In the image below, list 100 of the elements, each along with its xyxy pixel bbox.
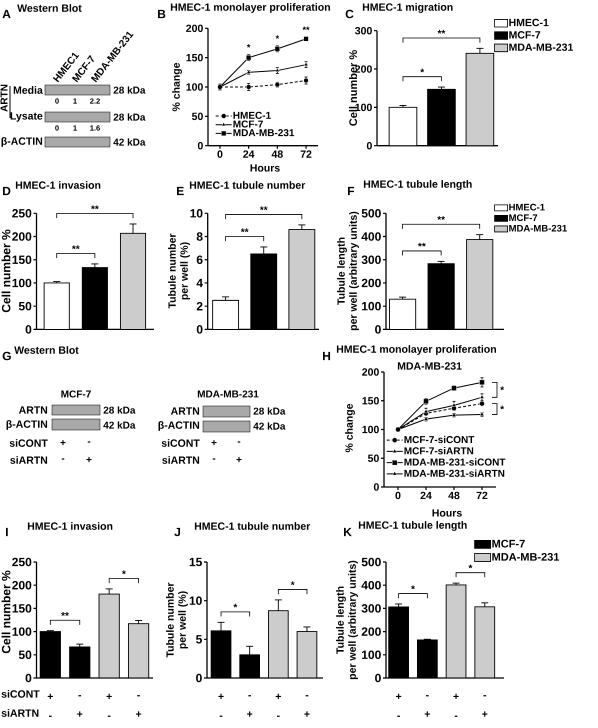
text: 28 kDa <box>114 86 146 94</box>
y-tick-label: 500 <box>362 558 381 566</box>
y-tick-label: 100 <box>12 627 32 636</box>
category-label: - + <box>424 695 430 717</box>
text: A <box>2 10 11 18</box>
y-tick-label: 8 <box>196 232 203 241</box>
legend-label: MCF-7 <box>509 214 538 222</box>
category-label: + - <box>396 694 402 717</box>
point <box>303 36 309 42</box>
y-tick-label: 50 <box>18 302 32 310</box>
y-axis-title: Cell number % <box>2 570 10 654</box>
y-tick-label: 400 <box>361 232 381 241</box>
text: B <box>158 10 166 18</box>
text: β-ACTIN <box>2 137 42 147</box>
text: 28 kDa <box>254 407 286 415</box>
x-tick-label: 0 <box>217 150 222 158</box>
y-tick-label: 150 <box>12 255 32 264</box>
text: - <box>212 458 216 460</box>
chart-title: HMEC-1 tubule number <box>190 181 306 189</box>
text: - <box>88 441 90 443</box>
annotation: * <box>276 35 280 39</box>
y-tick-label: 6 <box>196 255 203 264</box>
chart-title: HMEC-1 migration <box>362 3 453 13</box>
text: I <box>6 528 8 536</box>
y-tick-label: 200 <box>362 368 379 376</box>
text: - <box>238 441 240 443</box>
text: Western Blot <box>14 346 79 354</box>
text: β-ACTIN <box>158 421 200 431</box>
text: MCF-7 <box>61 390 91 398</box>
y-axis-title: Tubule length per well (arbitrary units) <box>336 560 358 680</box>
annotation: ** <box>61 612 69 616</box>
y-tick-label: 50 <box>192 112 203 120</box>
annotation: * <box>233 604 238 608</box>
chart-title: HMEC-1 tubule length <box>364 180 472 190</box>
text: H <box>323 352 330 360</box>
y-axis-title: Tubule number per well (%) <box>168 234 190 308</box>
y-tick-label: 250 <box>12 209 32 218</box>
y-tick-label: 200 <box>362 278 381 288</box>
x-axis-title: Hours <box>250 164 280 172</box>
y-tick-label: 0 <box>374 483 379 491</box>
x-axis-title: siCONT siARTN <box>2 690 40 717</box>
y-tick-label: 100 <box>362 302 381 310</box>
annotation: ** <box>438 30 446 34</box>
text: ARTN <box>18 406 48 414</box>
x-tick-label: 72 <box>300 150 312 158</box>
category-label: - + <box>304 695 310 717</box>
y-tick-label: 200 <box>362 627 381 636</box>
x-axis-title: Hours <box>432 509 462 517</box>
category-label: + - <box>218 694 224 717</box>
y-tick-label: 2 <box>196 302 203 310</box>
annotation: ** <box>72 245 80 250</box>
y-tick-label: 250 <box>12 558 32 566</box>
text: Media <box>14 86 43 94</box>
category-label: - + <box>482 695 488 717</box>
text: Lysate <box>10 112 42 122</box>
y-tick-label: 0 <box>26 674 32 682</box>
x-tick-label: 72 <box>476 492 488 500</box>
y-tick-label: 100 <box>355 104 372 112</box>
annotation: * <box>246 44 250 48</box>
y-tick-label: 50 <box>18 650 32 660</box>
text: 42 kDa <box>253 422 286 430</box>
y-tick-label: 5 <box>196 635 202 644</box>
legend-label: MDA-MB-231 <box>509 43 574 51</box>
y-tick-label: 15 <box>190 558 202 566</box>
text: E <box>177 186 184 196</box>
y-tick-label: 150 <box>186 54 203 62</box>
legend-label: MCF-7 <box>509 31 540 39</box>
y-tick-label: 0 <box>26 325 32 334</box>
annotation: * <box>122 570 126 574</box>
annotation: ** <box>302 26 310 30</box>
chart-title: HMEC-1 tubule number <box>194 522 310 530</box>
y-axis-title: Tubule number per well (%) <box>166 582 188 658</box>
y-tick-label: 100 <box>362 650 381 660</box>
y-tick-label: 300 <box>355 26 372 34</box>
y-tick-label: 0 <box>198 142 203 150</box>
text: 28 kDa <box>114 113 146 121</box>
legend-label: MDA-MB-231-siCONT <box>404 458 506 466</box>
y-tick-label: 200 <box>355 65 372 73</box>
text: K <box>344 528 352 536</box>
category-label: - + <box>136 695 142 717</box>
text: J <box>174 528 180 536</box>
legend-label: MDA-MB-231 <box>509 224 567 232</box>
y-tick-label: 300 <box>362 255 381 264</box>
chart-subtitle: MDA-MB-231 <box>398 362 462 370</box>
text: ** <box>91 205 99 210</box>
category-label: + - <box>48 694 53 717</box>
x-tick-label: 24 <box>420 492 432 500</box>
x-tick-label: 0 <box>395 492 400 500</box>
y-axis-title: Tubule length per well (arbitrary units) <box>337 212 359 330</box>
y-tick-label: 500 <box>362 209 381 218</box>
chart-title: HMEC-1 invasion <box>28 522 112 530</box>
annotation: * <box>420 68 424 72</box>
legend-label: HMEC-1 <box>509 204 545 211</box>
text: G <box>2 352 11 360</box>
text: + <box>212 440 217 446</box>
y-tick-label: 4 <box>196 278 203 288</box>
y-tick-label: 200 <box>12 580 32 590</box>
text: siARTN <box>10 456 48 464</box>
y-tick-label: 0 <box>366 142 372 150</box>
text: * <box>500 386 504 390</box>
